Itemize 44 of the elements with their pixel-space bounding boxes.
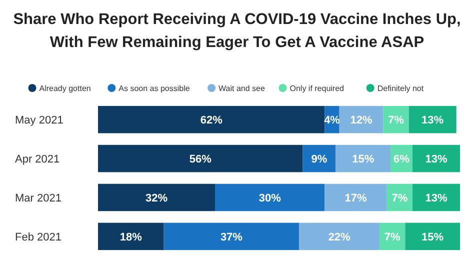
y-tick-label: Feb 2021 (15, 231, 62, 244)
data-label: 15% (352, 154, 374, 166)
bar (98, 184, 216, 212)
data-label: 9% (311, 154, 328, 166)
bar (383, 106, 409, 134)
data-label: 4% (324, 114, 340, 127)
data-label: 7% (384, 231, 401, 244)
y-tick-label: Apr 2021 (15, 154, 60, 166)
data-label: 7% (392, 192, 408, 204)
bar (299, 222, 380, 250)
data-label: 13% (425, 154, 448, 166)
data-label: 62% (200, 114, 223, 127)
bar (336, 144, 391, 172)
legend-label: Definitely not (377, 84, 424, 93)
data-label: 13% (425, 192, 448, 204)
y-tick-label: May 2021 (15, 114, 64, 127)
data-label: 37% (220, 231, 243, 244)
bar (164, 222, 300, 250)
legend-label: Wait and see (218, 84, 266, 93)
bar (412, 184, 460, 212)
bar (405, 222, 460, 250)
data-label: 7% (388, 114, 404, 127)
bar (98, 222, 164, 250)
chart-title: Share Who Report Receiving A COVID-19 Vaccine Inches Up, With Few Remaining Eager To Get A Vaccine ASAP (13, 11, 461, 51)
data-label: 56% (189, 154, 212, 166)
bar (215, 184, 325, 212)
data-label: 22% (328, 231, 351, 244)
bar (98, 106, 325, 134)
bar (324, 184, 387, 212)
data-label: 30% (258, 192, 282, 204)
y-tick-label: Mar 2021 (15, 192, 62, 204)
legend-label: Already gotten (39, 84, 91, 93)
data-label: 15% (422, 231, 444, 244)
data-label: 18% (120, 231, 142, 244)
data-label: 13% (422, 114, 444, 127)
legend-label: As soon as possible (118, 84, 190, 93)
data-label: 6% (394, 154, 410, 166)
bar (98, 144, 303, 172)
bar (408, 106, 456, 134)
data-label: 12% (350, 114, 372, 127)
data-label: 32% (145, 192, 168, 204)
bar (412, 144, 460, 172)
data-label: 17% (344, 192, 368, 204)
legend-label: Only if required (290, 84, 344, 93)
